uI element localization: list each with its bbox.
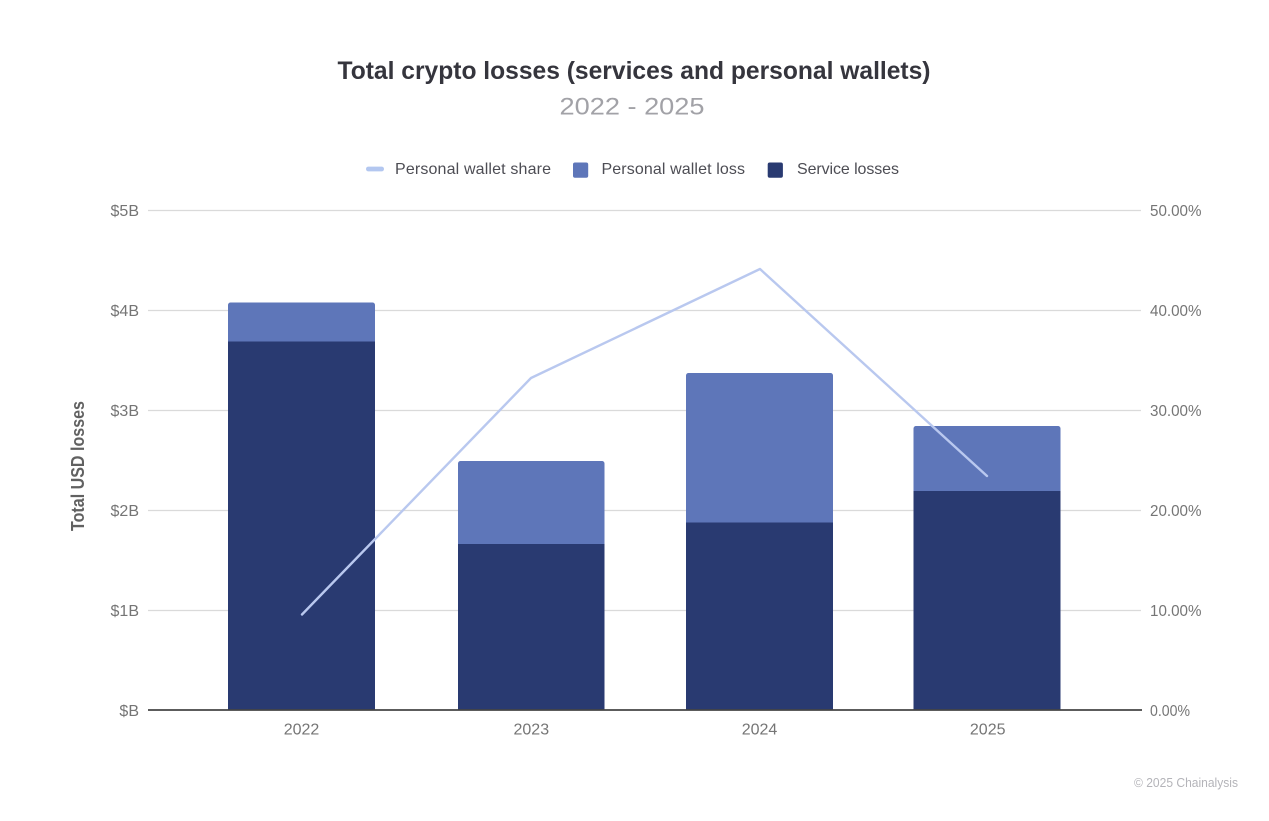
svg-text:2024: 2024 xyxy=(742,722,778,739)
svg-text:40.00%: 40.00% xyxy=(1150,303,1202,320)
svg-text:Service losses: Service losses xyxy=(797,161,899,178)
svg-text:$5B: $5B xyxy=(111,203,139,220)
svg-text:Total crypto losses (services: Total crypto losses (services and person… xyxy=(338,57,931,85)
svg-text:30.00%: 30.00% xyxy=(1150,403,1202,420)
svg-text:2023: 2023 xyxy=(514,722,550,739)
svg-text:$2B: $2B xyxy=(111,503,139,520)
svg-text:2022: 2022 xyxy=(284,722,320,739)
svg-text:50.00%: 50.00% xyxy=(1150,203,1202,220)
svg-text:0.00%: 0.00% xyxy=(1150,703,1190,720)
svg-text:Total USD losses: Total USD losses xyxy=(68,401,88,531)
svg-text:Personal wallet share: Personal wallet share xyxy=(395,161,551,178)
svg-text:$B: $B xyxy=(119,703,139,720)
svg-text:20.00%: 20.00% xyxy=(1150,503,1202,520)
svg-text:$4B: $4B xyxy=(111,303,139,320)
svg-text:$1B: $1B xyxy=(111,603,139,620)
svg-text:© 2025 Chainalysis: © 2025 Chainalysis xyxy=(1134,776,1238,790)
svg-text:Personal wallet loss: Personal wallet loss xyxy=(602,161,746,178)
svg-text:2025: 2025 xyxy=(970,722,1006,739)
svg-text:$3B: $3B xyxy=(111,403,139,420)
svg-text:10.00%: 10.00% xyxy=(1150,603,1202,620)
svg-text:2022 - 2025: 2022 - 2025 xyxy=(560,94,705,121)
